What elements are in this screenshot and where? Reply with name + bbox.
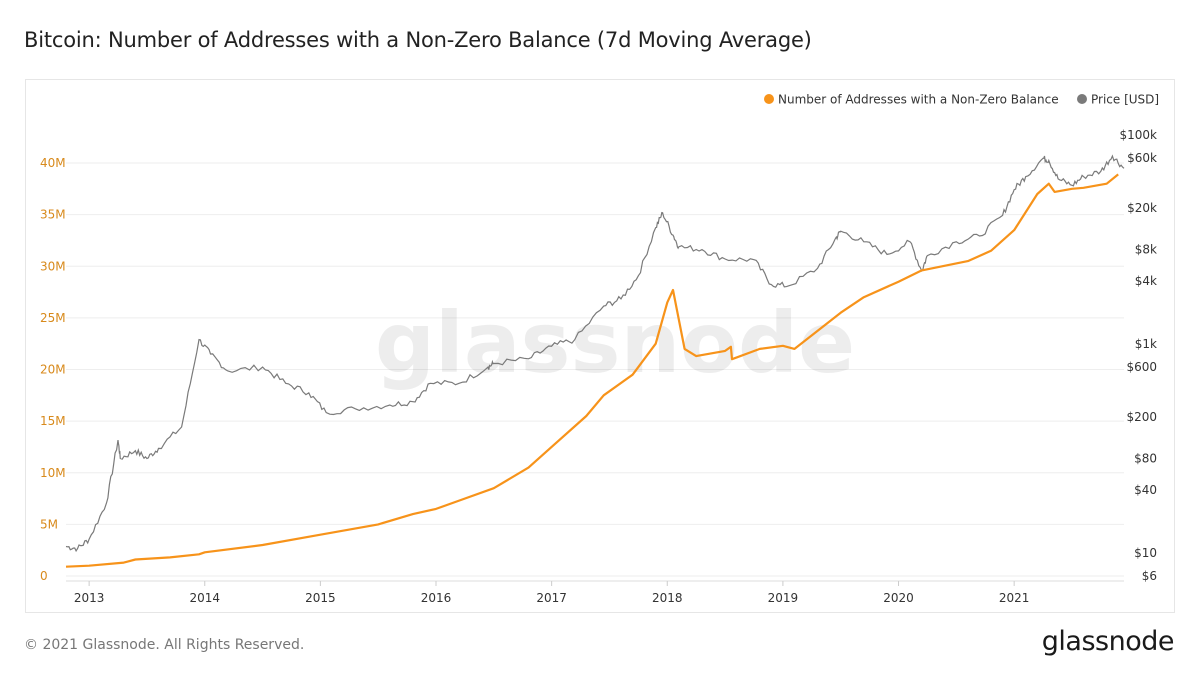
glassnode-logo[interactable]: glassnode <box>1041 626 1175 657</box>
chart-panel: 0 5M 10M 15M 20M 25M 30M 35M 40M 2013 2014 2015 2016… <box>25 79 1175 613</box>
legend-label-addresses: Number of Addresses with a Non-Zero Bala… <box>778 93 1059 107</box>
right-axis-tick-label: $60k <box>1127 151 1157 165</box>
left-axis-tick-label: 30M <box>40 259 66 273</box>
addresses-series-line <box>65 173 1119 568</box>
right-axis-tick-label: $4k <box>1135 274 1157 288</box>
watermark: glassnode <box>375 294 855 392</box>
right-axis-tick-label: $10 <box>1134 546 1157 560</box>
price-series-line <box>65 154 1125 553</box>
x-axis-tick-label: 2020 <box>883 591 914 605</box>
legend-label-price: Price [USD] <box>1091 93 1159 107</box>
legend-marker-price <box>1077 94 1087 104</box>
right-axis-tick-label: $1k <box>1135 337 1157 351</box>
left-axis-tick-label: 40M <box>40 156 66 170</box>
right-axis-tick-label: $8k <box>1135 243 1157 257</box>
right-axis-tick-label: $40 <box>1134 483 1157 497</box>
x-axis-tick-label: 2015 <box>305 591 336 605</box>
x-axis-tick-label: 2014 <box>189 591 220 605</box>
x-axis-tick-label: 2013 <box>74 591 105 605</box>
left-axis-tick-label: 15M <box>40 414 66 428</box>
left-axis-tick-label: 5M <box>40 517 58 531</box>
left-axis-tick-label: 35M <box>40 208 66 222</box>
right-axis-tick-label: $200 <box>1126 410 1157 424</box>
left-axis-tick-label: 10M <box>40 466 66 480</box>
right-axis-tick-label: $100k <box>1120 128 1158 142</box>
x-axis-tick-label: 2019 <box>768 591 799 605</box>
left-axis-tick-label: 20M <box>40 363 66 377</box>
x-axis-tick-label: 2018 <box>652 591 683 605</box>
legend-marker-addresses <box>764 94 774 104</box>
left-axis-tick-label: 25M <box>40 311 66 325</box>
x-axis-tick-label: 2017 <box>536 591 567 605</box>
copyright-text: © 2021 Glassnode. All Rights Reserved. <box>24 637 305 653</box>
chart: 0 5M 10M 15M 20M 25M 30M 35M 40M 2013 2014 2015 2016… <box>40 93 1159 606</box>
right-axis-tick-label: $80 <box>1134 451 1157 465</box>
page-title: Bitcoin: Number of Addresses with a Non-… <box>24 28 812 52</box>
right-axis-tick-label: $600 <box>1126 360 1157 374</box>
x-axis-tick-label: 2021 <box>999 591 1030 605</box>
right-axis-tick-label: $20k <box>1127 201 1157 215</box>
left-axis-tick-label: 0 <box>40 569 48 583</box>
x-axis-tick-label: 2016 <box>421 591 452 605</box>
right-axis-tick-label: $6 <box>1142 569 1157 583</box>
